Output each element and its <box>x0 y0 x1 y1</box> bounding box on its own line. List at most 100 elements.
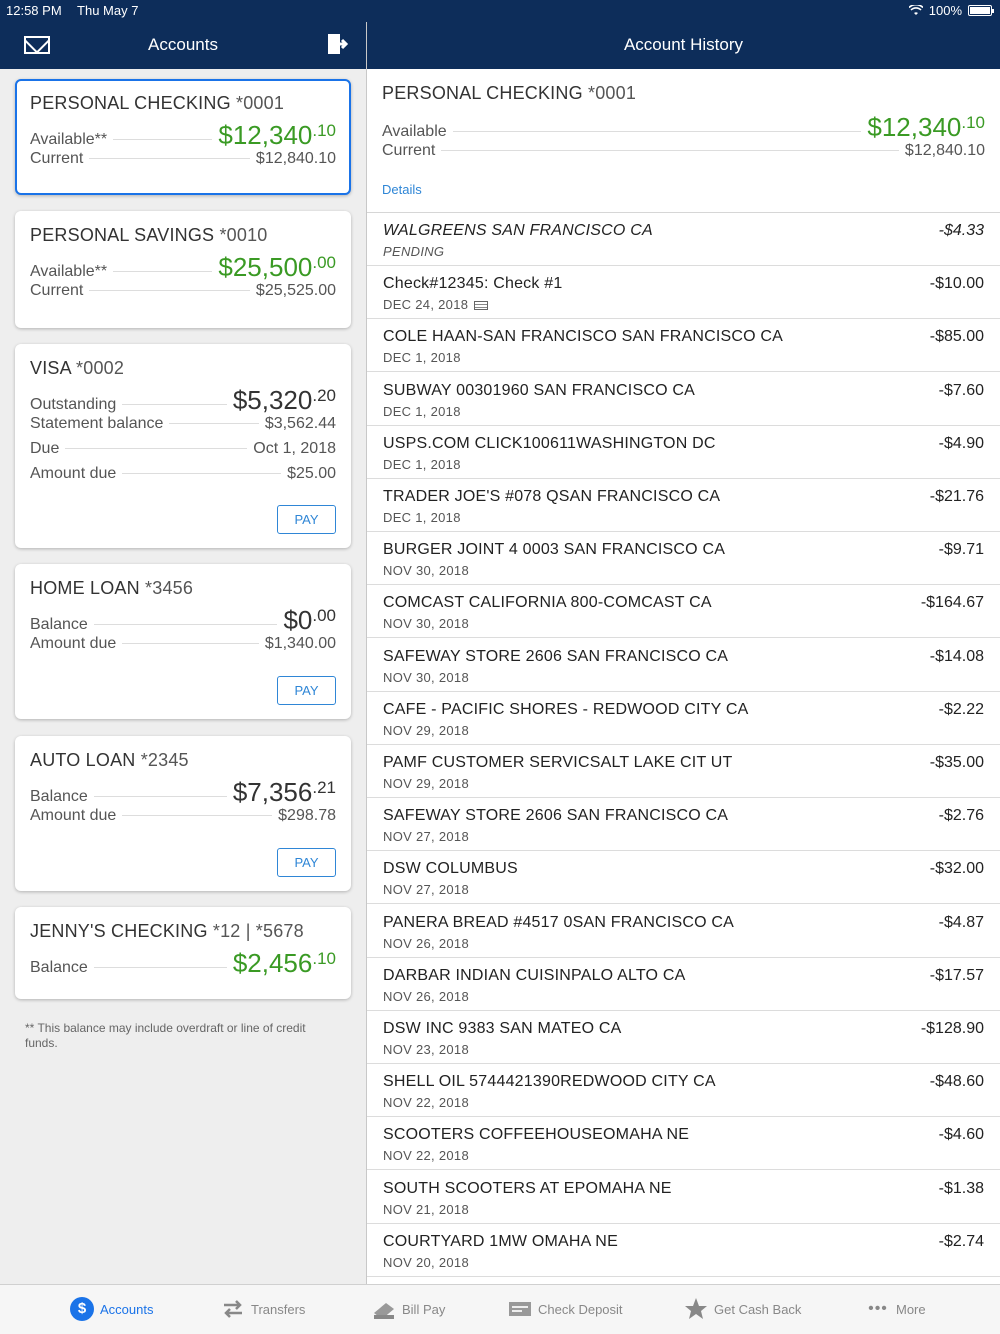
transaction-description: SUBWAY 00301960 SAN FRANCISCO CA <box>383 381 695 399</box>
transaction-date: DEC 1, 2018 <box>383 404 461 419</box>
transaction-description: Check#12345: Check #1 <box>383 275 563 293</box>
tab-accounts[interactable]: $ Accounts <box>70 1297 153 1321</box>
available-amount: $12,340.10 <box>218 120 336 150</box>
account-card-jennys-checking[interactable]: JENNY'S CHECKING *12 | *5678 Balance $2,… <box>15 907 351 999</box>
transaction-amount: -$21.76 <box>929 488 984 505</box>
transaction-date-text: DEC 1, 2018 <box>383 456 461 472</box>
row-label: Amount due <box>30 465 117 482</box>
account-title: HOME LOAN *3456 <box>30 578 336 599</box>
transaction-amount: -$10.00 <box>929 275 984 293</box>
accounts-title: Accounts <box>148 35 218 54</box>
transaction-description: SCOOTERS COFFEEHOUSEOMAHA NE <box>383 1126 690 1144</box>
transaction-description: DSW INC 9383 SAN MATEO CA <box>383 1020 622 1037</box>
transaction-date-text: NOV 30, 2018 <box>383 563 469 579</box>
transaction-amount: -$4.90 <box>938 434 984 452</box>
tab-check-deposit[interactable]: Check Deposit <box>508 1297 623 1321</box>
row-value: $298.78 <box>278 807 336 824</box>
transaction-row[interactable]: SUBWAY 00301960 SAN FRANCISCO CA DEC 1, 2… <box>367 373 1000 426</box>
transaction-date-text: NOV 21, 2018 <box>383 1201 469 1217</box>
transaction-date: NOV 27, 2018 <box>383 882 469 897</box>
details-link[interactable]: Details <box>382 182 422 197</box>
transaction-row[interactable]: SOUTH SCOOTERS AT EPOMAHA NE NOV 21, 2018… <box>367 1171 1000 1224</box>
transaction-amount: -$14.08 <box>929 647 984 665</box>
account-name: HOME LOAN <box>30 578 140 598</box>
transaction-row[interactable]: USPS.COM CLICK100611WASHINGTON DC DEC 1, … <box>367 426 1000 479</box>
transaction-row[interactable]: DSW COLUMBUS NOV 27, 2018 -$32.00 <box>367 851 1000 905</box>
transaction-description: DARBAR INDIAN CUISINPALO ALTO CA <box>383 966 686 984</box>
more-dots-icon: ••• <box>868 1300 888 1317</box>
transaction-row[interactable]: TRADER JOE'S #078 QSAN FRANCISCO CA DEC 1… <box>367 479 1000 532</box>
transaction-description: BURGER JOINT 4 0003 SAN FRANCISCO CA <box>383 541 726 559</box>
tab-label: More <box>896 1301 926 1317</box>
transaction-date: PENDING <box>383 244 444 259</box>
due-row: Due Oct 1, 2018 <box>30 440 336 465</box>
transaction-row[interactable]: Check#12345: Check #1 DEC 24, 2018 -$10.00 <box>367 266 1000 320</box>
account-title: JENNY'S CHECKING *12 | *5678 <box>30 921 336 942</box>
transaction-description: TRADER JOE'S #078 QSAN FRANCISCO CA <box>383 488 721 505</box>
account-title: PERSONAL SAVINGS *0010 <box>30 225 336 246</box>
transaction-row[interactable]: SAFEWAY STORE 2606 SAN FRANCISCO CA NOV 3… <box>367 639 1000 692</box>
tab-transfers[interactable]: Transfers <box>221 1297 305 1321</box>
panel-divider <box>366 22 367 1284</box>
mail-icon[interactable] <box>24 36 50 54</box>
transaction-row[interactable]: PANERA BREAD #4517 0SAN FRANCISCO CA NOV … <box>367 905 1000 958</box>
row-label: Available** <box>30 263 108 280</box>
transaction-row[interactable]: SCOOTERS COFFEEHOUSEOMAHA NE NOV 22, 2018… <box>367 1117 1000 1171</box>
pay-button[interactable]: PAY <box>277 676 336 705</box>
transaction-amount: -$2.74 <box>938 1232 984 1250</box>
logout-icon[interactable] <box>326 32 350 56</box>
account-title: VISA *0002 <box>30 358 336 379</box>
transaction-row[interactable]: COURTYARD 1MW OMAHA NE NOV 20, 2018 -$2.74 <box>367 1224 1000 1277</box>
transaction-amount: -$4.87 <box>938 913 984 931</box>
transaction-description: SAFEWAY STORE 2606 SAN FRANCISCO CA <box>383 647 729 665</box>
account-card-home-loan[interactable]: HOME LOAN *3456 Balance $0.00 Amount due… <box>15 564 351 719</box>
row-label: Available <box>382 123 447 140</box>
transaction-date-text: NOV 26, 2018 <box>383 935 469 951</box>
account-card-personal-checking[interactable]: PERSONAL CHECKING *0001 Available** $12,… <box>15 79 351 195</box>
account-card-auto-loan[interactable]: AUTO LOAN *2345 Balance $7,356.21 Amount… <box>15 736 351 891</box>
account-number: *3456 <box>145 578 194 598</box>
transaction-row[interactable]: SHELL OIL 5744421390REDWOOD CITY CA NOV 2… <box>367 1064 1000 1118</box>
transaction-row[interactable]: COMCAST CALIFORNIA 800-COMCAST CA NOV 30,… <box>367 585 1000 639</box>
transaction-row[interactable]: BURGER JOINT 4 0003 SAN FRANCISCO CA NOV … <box>367 532 1000 586</box>
transaction-amount: -$17.57 <box>929 966 984 984</box>
transaction-date-text: NOV 20, 2018 <box>383 1254 469 1270</box>
transaction-row[interactable]: DSW INC 9383 SAN MATEO CA NOV 23, 2018 -$1… <box>367 1011 1000 1064</box>
transaction-amount: -$2.76 <box>938 807 984 825</box>
transaction-date-text: DEC 1, 2018 <box>383 403 461 419</box>
transaction-amount: -$164.67 <box>920 594 984 612</box>
tab-label: Transfers <box>251 1301 306 1317</box>
transaction-date: DEC 1, 2018 <box>383 350 461 365</box>
transaction-row[interactable]: CAFE - PACIFIC SHORES - REDWOOD CITY CA N… <box>367 692 1000 745</box>
pay-button[interactable]: PAY <box>277 848 336 877</box>
account-number: *0001 <box>587 83 637 103</box>
transaction-description: COLE HAAN-SAN FRANCISCO SAN FRANCISCO CA <box>383 328 784 346</box>
transaction-date: NOV 26, 2018 <box>383 989 469 1004</box>
transaction-row[interactable]: DARBAR INDIAN CUISINPALO ALTO CA NOV 26, … <box>367 958 1000 1011</box>
transaction-row[interactable]: COLE HAAN-SAN FRANCISCO SAN FRANCISCO CA… <box>367 319 1000 373</box>
check-image-icon[interactable] <box>474 301 489 311</box>
transaction-date-text: NOV 23, 2018 <box>383 1042 469 1057</box>
transaction-row[interactable]: WALGREENS SAN FRANCISCO CA PENDING -$4.33 <box>367 213 1000 266</box>
pay-button[interactable]: PAY <box>277 505 336 534</box>
account-name: JENNY'S CHECKING <box>30 921 208 941</box>
transaction-date: DEC 1, 2018 <box>383 510 461 525</box>
available-row: Available $12,340.10 <box>382 112 985 142</box>
row-label: Balance <box>30 788 88 805</box>
history-title: Account History <box>623 35 744 54</box>
account-card-visa[interactable]: VISA *0002 Outstanding $5,320.20 Stateme… <box>15 344 351 548</box>
transaction-description: CAFE - PACIFIC SHORES - REDWOOD CITY CA <box>383 700 749 718</box>
row-label: Amount due <box>30 635 117 652</box>
row-label: Balance <box>30 616 88 633</box>
transaction-row[interactable]: PAMF CUSTOMER SERVICSALT LAKE CIT UT NOV … <box>367 745 1000 798</box>
tab-get-cash-back[interactable]: Get Cash Back <box>684 1297 801 1321</box>
tab-more[interactable]: ••• More <box>866 1297 926 1321</box>
account-card-personal-savings[interactable]: PERSONAL SAVINGS *0010 Available** $25,5… <box>15 211 351 328</box>
accounts-header: Accounts <box>0 22 366 69</box>
transaction-description: SAFEWAY STORE 2606 SAN FRANCISCO CA <box>383 807 729 825</box>
account-history: PERSONAL CHECKING *0001 Available $12,34… <box>367 69 1000 1284</box>
transaction-date: NOV 30, 2018 <box>383 670 469 685</box>
tab-bill-pay[interactable]: Bill Pay <box>372 1297 445 1321</box>
row-value: $3,562.44 <box>264 415 336 432</box>
transaction-row[interactable]: SAFEWAY STORE 2606 SAN FRANCISCO CA NOV 2… <box>367 798 1000 852</box>
